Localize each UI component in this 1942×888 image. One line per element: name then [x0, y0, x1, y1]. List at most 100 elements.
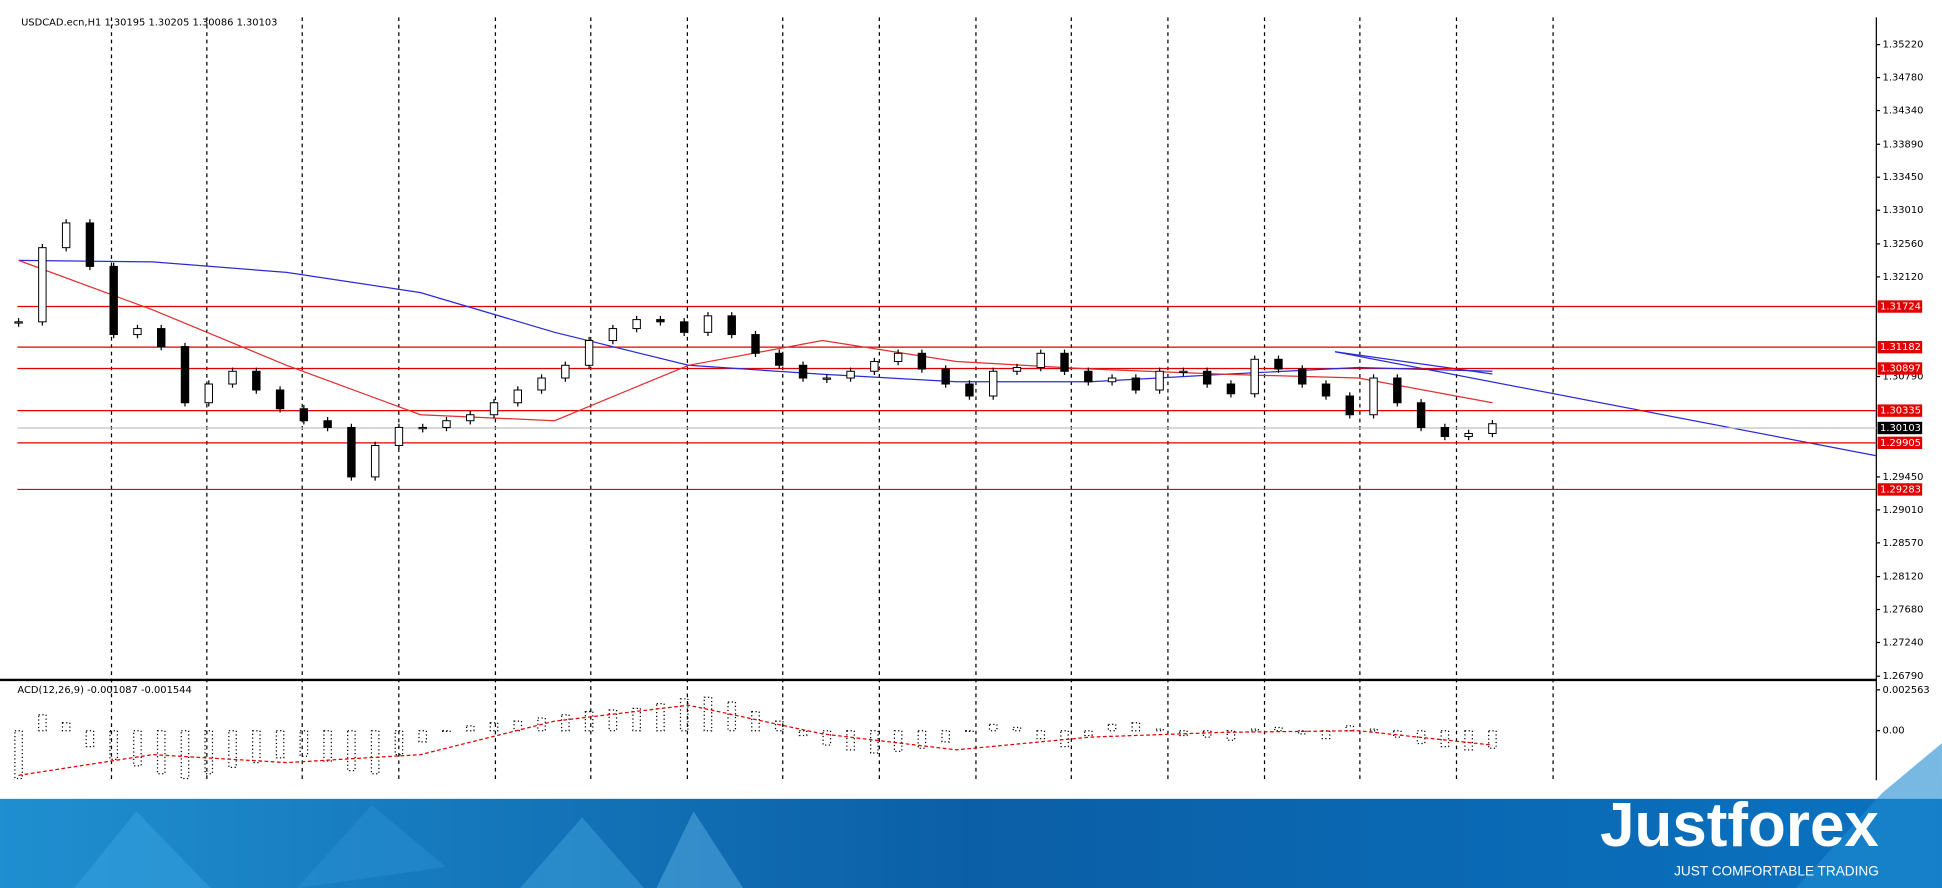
- level-label: 1.30897: [1880, 364, 1921, 375]
- histogram-bar: [418, 730, 428, 743]
- candle: [228, 370, 237, 385]
- y-tick-label: 1.28120: [1883, 572, 1924, 583]
- histogram-bar: [323, 730, 332, 762]
- indicator-title: ACD(12,26,9) -0.001087 -0.001544: [17, 685, 191, 696]
- histogram-bar: [1392, 730, 1402, 738]
- histogram-bar: [608, 709, 618, 732]
- candle: [442, 420, 451, 428]
- time-separators: [110, 17, 1554, 781]
- footer-banner: Justforex JUST COMFORTABLE TRADING: [0, 743, 1942, 888]
- histogram-bar: [442, 730, 451, 732]
- y-tick-label: 1.33890: [1883, 139, 1924, 150]
- level-tag: [1877, 300, 1923, 313]
- logo: Justforex: [1600, 791, 1879, 860]
- histogram-bar: [1036, 730, 1046, 740]
- level-label: 1.31724: [1880, 302, 1921, 313]
- candle: [917, 352, 927, 370]
- candle: [252, 370, 261, 391]
- candle: [775, 352, 784, 366]
- y-tick-label: 1.32120: [1883, 272, 1924, 283]
- candle: [1369, 377, 1378, 416]
- banner-shape: [297, 805, 446, 888]
- histogram-bar: [774, 720, 784, 732]
- histogram-bar: [1369, 728, 1378, 732]
- candle: [1440, 426, 1450, 437]
- candle: [1226, 383, 1236, 395]
- candle: [1084, 370, 1093, 383]
- candle: [489, 402, 499, 416]
- histogram-bar: [513, 720, 523, 732]
- candle: [537, 377, 546, 391]
- candle: [1060, 352, 1069, 372]
- candle: [703, 315, 713, 333]
- y-tick-label: 1.33450: [1883, 172, 1924, 183]
- candle: [180, 346, 190, 404]
- histogram-bar: [846, 730, 855, 751]
- candle: [656, 319, 665, 323]
- histogram-bar: [204, 730, 214, 775]
- moving-average: [18, 259, 1493, 383]
- candle: [727, 315, 736, 336]
- histogram-bar: [560, 714, 570, 732]
- histogram-bar: [798, 730, 808, 737]
- candle: [323, 420, 332, 428]
- banner-shape: [656, 811, 744, 888]
- signal-line: [18, 704, 1493, 776]
- candle: [513, 389, 523, 404]
- histogram-bar: [1440, 730, 1450, 748]
- candle: [941, 368, 950, 385]
- y-tick-label: 1.27240: [1883, 638, 1924, 649]
- histogram-bar: [1179, 730, 1188, 737]
- level-tag: [1877, 404, 1923, 417]
- candle: [275, 389, 285, 410]
- y-tick-label: 1.35220: [1883, 40, 1924, 51]
- banner-shape: [520, 817, 645, 888]
- candle: [38, 247, 47, 323]
- candle: [157, 328, 166, 348]
- candle: [418, 426, 427, 430]
- level-label: 1.30335: [1880, 406, 1921, 417]
- candle: [1250, 358, 1259, 395]
- candle: [679, 321, 689, 333]
- histogram-bar: [870, 730, 879, 754]
- y-tick-label: 1.27680: [1883, 605, 1924, 616]
- y-tick-label: 1.29010: [1883, 505, 1924, 516]
- level-label: 1.30103: [1880, 423, 1921, 434]
- candle: [14, 321, 23, 324]
- y-tick-label: 1.34340: [1883, 106, 1924, 117]
- y-tick-label: 1.26790: [1883, 671, 1924, 682]
- level-tag: [1877, 483, 1923, 496]
- histogram-bar: [109, 730, 119, 761]
- candle: [370, 444, 380, 478]
- candle: [798, 364, 808, 379]
- candle: [133, 328, 142, 336]
- level-label: 1.31182: [1880, 342, 1921, 353]
- histogram-bar: [394, 730, 404, 756]
- histogram-bar: [965, 730, 974, 732]
- chart-title: USDCAD.ecn,H1 1.30195 1.30205 1.30086 1.…: [21, 17, 277, 28]
- candle: [1131, 377, 1141, 391]
- histogram-bar: [85, 730, 95, 748]
- histogram-bar: [893, 730, 903, 753]
- histogram-bar: [465, 725, 475, 732]
- histogram-bar: [679, 698, 689, 732]
- histogram-bar: [1488, 730, 1497, 749]
- histogram-bar: [370, 730, 380, 775]
- histogram-bar: [180, 730, 190, 780]
- level-tag: [1877, 421, 1923, 435]
- histogram-bar: [1297, 730, 1307, 735]
- candle: [109, 265, 118, 336]
- histogram-bar: [133, 730, 142, 767]
- level-tag: [1877, 436, 1923, 450]
- candle: [1155, 370, 1164, 391]
- y-tick-label: 1.32560: [1883, 239, 1924, 250]
- candle: [608, 328, 618, 342]
- candle: [1274, 358, 1283, 370]
- y-tick-label: 1.28570: [1883, 538, 1924, 549]
- candle: [1107, 377, 1117, 383]
- histogram-bar: [299, 730, 309, 757]
- histogram-bar: [251, 730, 261, 764]
- histogram-bar: [228, 730, 237, 769]
- candle: [846, 370, 855, 379]
- histogram-bar: [656, 702, 665, 732]
